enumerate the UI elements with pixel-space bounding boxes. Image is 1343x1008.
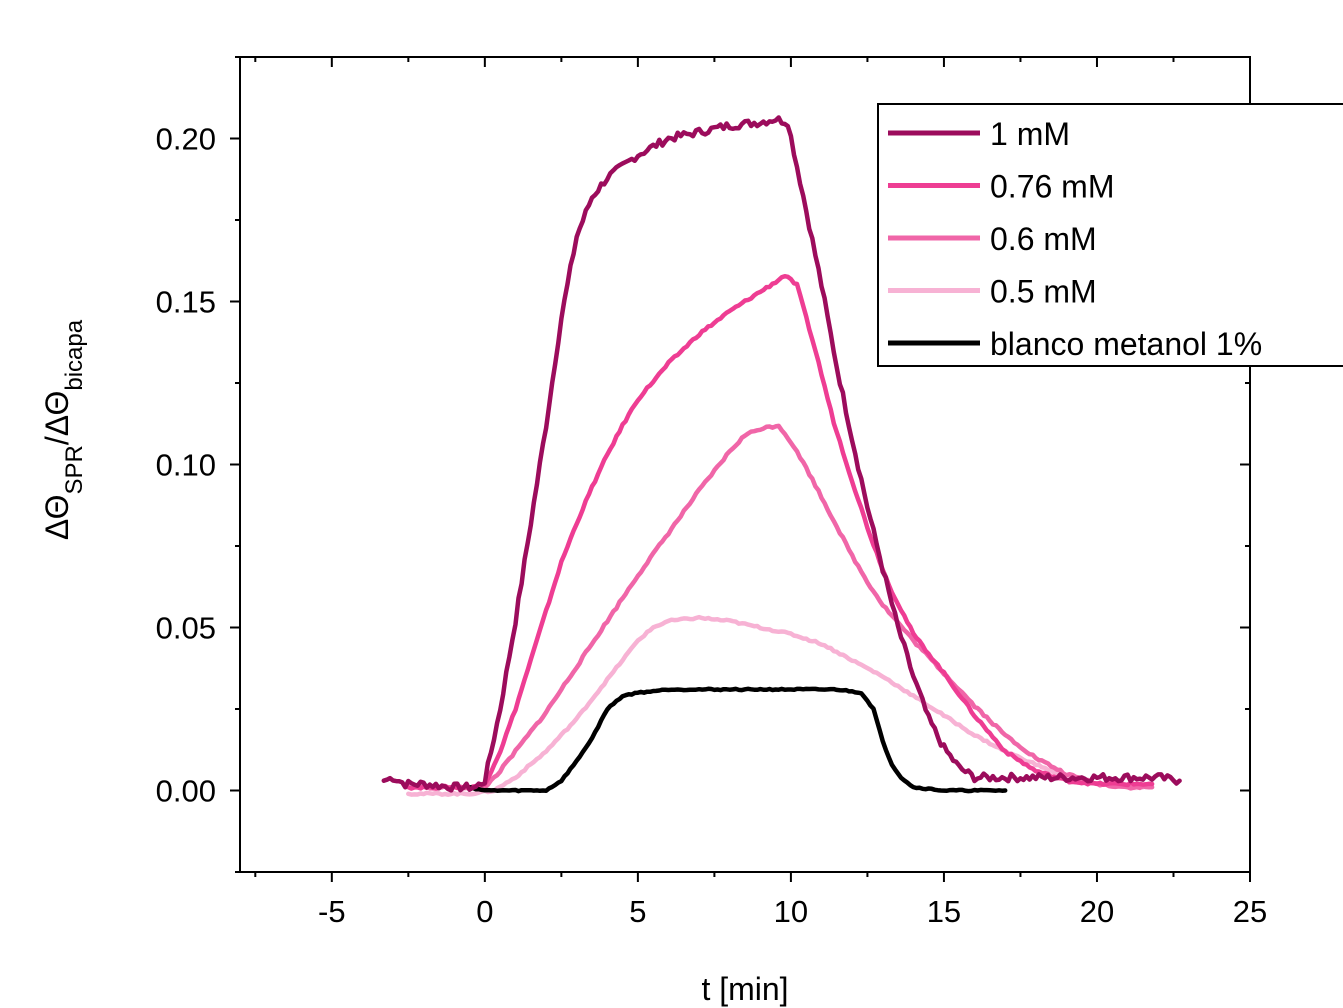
y-tick-label: 0.10 (156, 448, 216, 483)
legend-box (877, 103, 1343, 367)
legend-label: blanco metanol 1% (990, 326, 1262, 362)
series-line-2 (406, 273, 1155, 791)
series-line-4 (406, 614, 1146, 797)
x-axis-title: t [min] (701, 971, 788, 1007)
series-lines (381, 115, 1182, 797)
x-tick-label: 25 (1233, 894, 1267, 929)
series-line-3 (412, 423, 1155, 791)
y-axis-title-part2: /ΔΘ (39, 391, 75, 445)
x-tick-labels: -5 0 5 10 15 20 25 (318, 894, 1267, 929)
series-line-1 (381, 115, 1182, 793)
x-tick-label: 15 (927, 894, 961, 929)
x-tick-label: 5 (629, 894, 646, 929)
y-tick-label: 0.00 (156, 774, 216, 809)
legend-label: 0.6 mM (990, 221, 1097, 257)
y-axis-title: ΔΘSPR/ΔΘbicapa (39, 319, 88, 540)
y-tick-label: 0.20 (156, 122, 216, 157)
x-tick-label: 0 (476, 894, 493, 929)
y-axis-title-part1: ΔΘ (39, 494, 75, 540)
legend-label: 1 mM (990, 116, 1070, 152)
series-line-5 (467, 686, 1008, 794)
y-axis-title-sub2: bicapa (61, 319, 88, 390)
x-tick-label: -5 (318, 894, 346, 929)
y-tick-label: 0.05 (156, 611, 216, 646)
legend: 1 mM 0.76 mM 0.6 mM 0.5 mM blanco metanol 1% (877, 103, 1343, 367)
x-tick-label: 10 (774, 894, 808, 929)
legend-label: 0.5 mM (990, 274, 1097, 310)
y-tick-label: 0.15 (156, 285, 216, 320)
y-axis-title-sub1: SPR (61, 445, 88, 494)
y-tick-labels: 0.00 0.05 0.10 0.15 0.20 (156, 122, 216, 809)
x-tick-label: 20 (1080, 894, 1114, 929)
legend-label: 0.76 mM (990, 169, 1114, 205)
